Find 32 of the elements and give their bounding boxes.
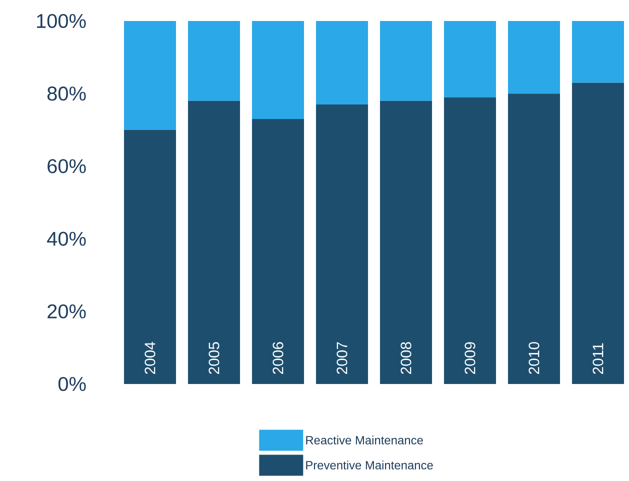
bar [380, 20, 432, 101]
bar [444, 20, 496, 98]
bar [252, 20, 304, 119]
legend-label: Preventive Maintenance [306, 460, 433, 470]
y-tick-label: 20% [48, 304, 86, 318]
y-tick-label: 80% [47, 86, 86, 101]
bar [316, 20, 368, 104]
bar [508, 20, 560, 94]
bar [508, 94, 560, 384]
bar [444, 97, 496, 384]
bar [252, 118, 304, 384]
x-tick-label: 2009 [464, 342, 476, 374]
legend-label: Reactive Maintenance [306, 436, 423, 444]
y-tick-label: 100% [37, 14, 86, 28]
bar [188, 20, 240, 101]
y-tick-label: 60% [48, 159, 86, 174]
x-tick-label: 2010 [528, 342, 540, 374]
x-tick-label: 2004 [144, 342, 156, 374]
bar [380, 100, 432, 384]
x-tick-label: 2005 [208, 342, 220, 374]
x-tick-label: 2011 [592, 343, 604, 374]
bar [188, 100, 240, 384]
bar [124, 130, 176, 384]
bar [124, 20, 176, 130]
x-tick-label: 2007 [336, 342, 348, 374]
bar [572, 20, 624, 83]
x-tick-label: 2008 [400, 342, 412, 374]
y-tick-label: 40% [47, 232, 86, 246]
bar [316, 104, 368, 384]
x-tick-label: 2006 [272, 342, 284, 374]
bar [572, 82, 624, 384]
y-tick-label: 0% [58, 376, 86, 392]
